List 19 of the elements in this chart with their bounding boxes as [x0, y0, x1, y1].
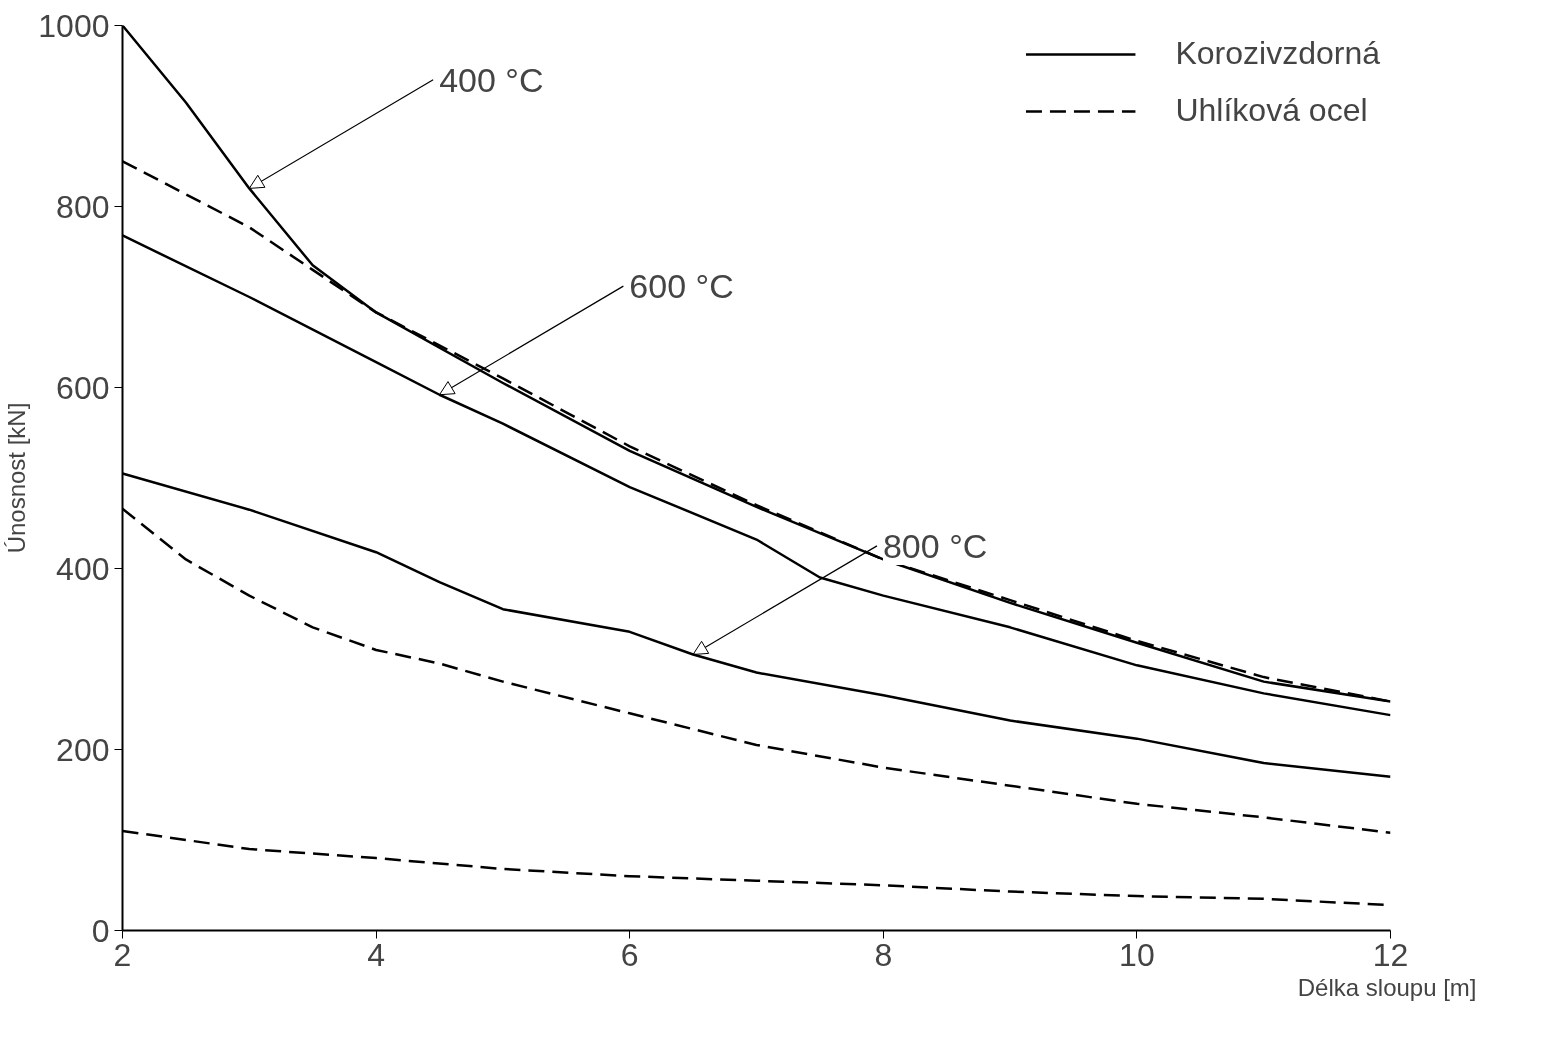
x-tick-label: 8	[874, 936, 893, 973]
legend-label: Uhlíková ocel	[1175, 92, 1368, 129]
y-axis-title: Únosnost [kN]	[3, 402, 31, 554]
x-tick-label: 10	[1119, 936, 1155, 973]
y-tick-label: 400	[56, 550, 110, 587]
x-tick-label: 6	[620, 936, 639, 973]
annotation: 400 °C	[439, 60, 544, 99]
annotation: 800 °C	[882, 526, 988, 565]
y-tick-label: 200	[56, 731, 110, 768]
legend-label: Korozivzdorná	[1175, 35, 1380, 72]
y-tick-label: 0	[91, 912, 110, 949]
y-tick-label: 600	[56, 369, 110, 406]
x-tick-label: 12	[1372, 936, 1409, 973]
x-tick-label: 2	[113, 936, 132, 973]
x-tick-label: 4	[367, 936, 385, 973]
x-axis-title: Délka sloupu [m]	[1297, 973, 1477, 1001]
y-tick-label: 1000	[38, 7, 110, 44]
annotation: 600 °C	[629, 267, 734, 306]
y-tick-label: 800	[56, 188, 110, 225]
